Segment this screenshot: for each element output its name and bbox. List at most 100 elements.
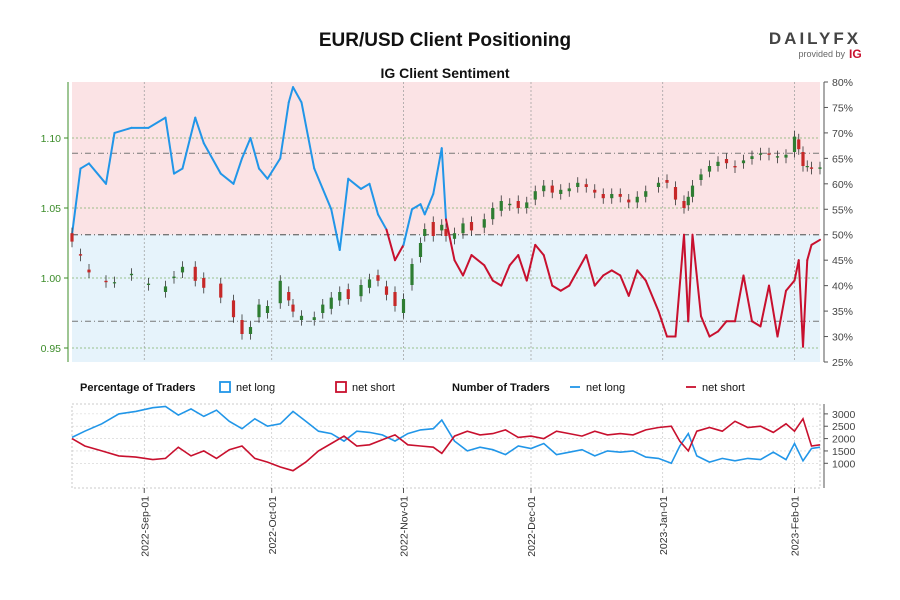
candle-body [618,194,622,197]
net-long-pct-segment [402,208,413,246]
logo-provided-by: provided by [798,49,845,59]
net-long-pct-segment [385,228,396,262]
legend-pct-short: net short [352,382,395,394]
legend-num-long: net long [586,382,625,394]
candle-body [423,229,427,236]
net-long-pct-segment [266,157,282,180]
date-tick-label: 2022-Sep-01 [139,496,151,557]
candle-body [784,154,788,158]
net-long-pct-segment [551,284,562,292]
net-long-pct-segment [194,116,205,145]
candle-body [724,159,729,164]
net-long-zone [72,234,820,362]
candle-body [367,279,372,288]
traders-tick-label: 1500 [832,446,856,458]
net-long-pct-segment [241,137,252,160]
net-long-pct-segment [797,259,804,348]
net-long-pct-segment [258,167,269,180]
net-long-pct-segment [742,274,753,323]
legend-pct-short-swatch [335,381,347,393]
net-long-pct-segment [585,254,596,287]
candle-body [673,187,678,200]
price-candles [70,131,822,340]
net-long-pct-segment [759,284,770,328]
sentiment-tick-label: 35% [832,306,853,318]
net-long-pct-segment [445,218,456,262]
candle-body [401,299,406,313]
candle-body [644,191,648,197]
candle-body [584,184,588,187]
candle-body [240,320,244,334]
net-long-pct-segment [627,269,639,297]
candle-body [792,136,797,152]
candle-body [801,152,805,166]
candle-body [818,167,822,169]
logo-wordmark: DAILYFX [769,29,861,48]
candle-body [601,194,605,199]
legend-num-short: net short [702,382,745,394]
candle-body [180,266,185,273]
net-long-pct-segment [776,289,787,338]
candle-body [550,185,554,193]
candle-body [699,174,703,180]
candle-body [163,286,168,292]
candle-body [809,167,814,169]
net-long-pct-segment [644,279,660,313]
candle-body [376,275,380,281]
date-axis: 2022-Sep-01 2022-Oct-01 2022-Nov-01 2022-De… [139,488,802,557]
net-long-pct-segment [202,142,222,175]
candle-body [444,229,448,236]
sentiment-axis: 25% 30% 35% 40% 45% 50% 55% 60% 65% 70% 75% 80% [823,77,853,369]
candle-body [516,201,520,208]
legend: Percentage of Traders net long net short… [80,381,745,394]
candle-body [299,315,304,320]
net-long-pct-segment [423,193,435,216]
net-long-pct-segment [683,233,690,323]
net-long-pct-segment [368,182,379,216]
sentiment-tick-label: 25% [832,357,853,369]
net-long-pct-segment [734,274,745,323]
traders-tick-label: 2500 [832,421,856,433]
net-long-pct-segment [279,101,290,160]
net-long-pct-segment [768,284,779,338]
net-long-pct-segment [559,284,571,292]
candle-body [461,223,465,234]
candle-body [231,300,236,318]
net-long-pct-segment [576,254,588,272]
net-long-pct-segment [147,116,167,129]
candle-body [248,327,253,334]
net-long-pct-segment [619,274,630,297]
net-long-pct-segment [105,131,116,185]
traders-tick-label: 3000 [832,409,856,421]
net-long-pct-segment [88,162,107,185]
net-long-pct-segment [249,137,260,170]
candle-body [542,185,546,192]
candle-body [70,233,74,242]
date-tick-label: 2023-Jan-01 [658,496,670,555]
candle-body [393,292,397,306]
logo-ig: IG [849,47,862,61]
sentiment-tick-label: 60% [832,179,853,191]
candle-body [567,188,571,192]
sentiment-tick-label: 40% [832,281,853,293]
net-long-pct-segment [751,320,762,328]
net-long-pct-segment [542,254,554,287]
candle-body [797,139,801,150]
net-long-pct-segment [657,310,668,338]
net-long-pct-segment [453,259,464,277]
net-long-pct-segment [691,233,702,318]
net-long-pct-segment [287,86,294,104]
candle-body [499,201,503,211]
net-long-pct-segment [687,233,694,323]
candle-body [112,282,117,284]
date-tick-label: 2022-Nov-01 [399,496,411,557]
net-long-pct-segment [806,243,813,262]
net-long-pct-segment [708,330,719,338]
candle-body [665,180,669,183]
net-long-pct-segment [377,213,388,231]
sentiment-tick-label: 80% [832,77,853,89]
candle-body [287,292,291,301]
candle-body [431,222,435,236]
net-long-pct-segment [483,264,494,282]
net-long-pct-segment [173,167,184,175]
